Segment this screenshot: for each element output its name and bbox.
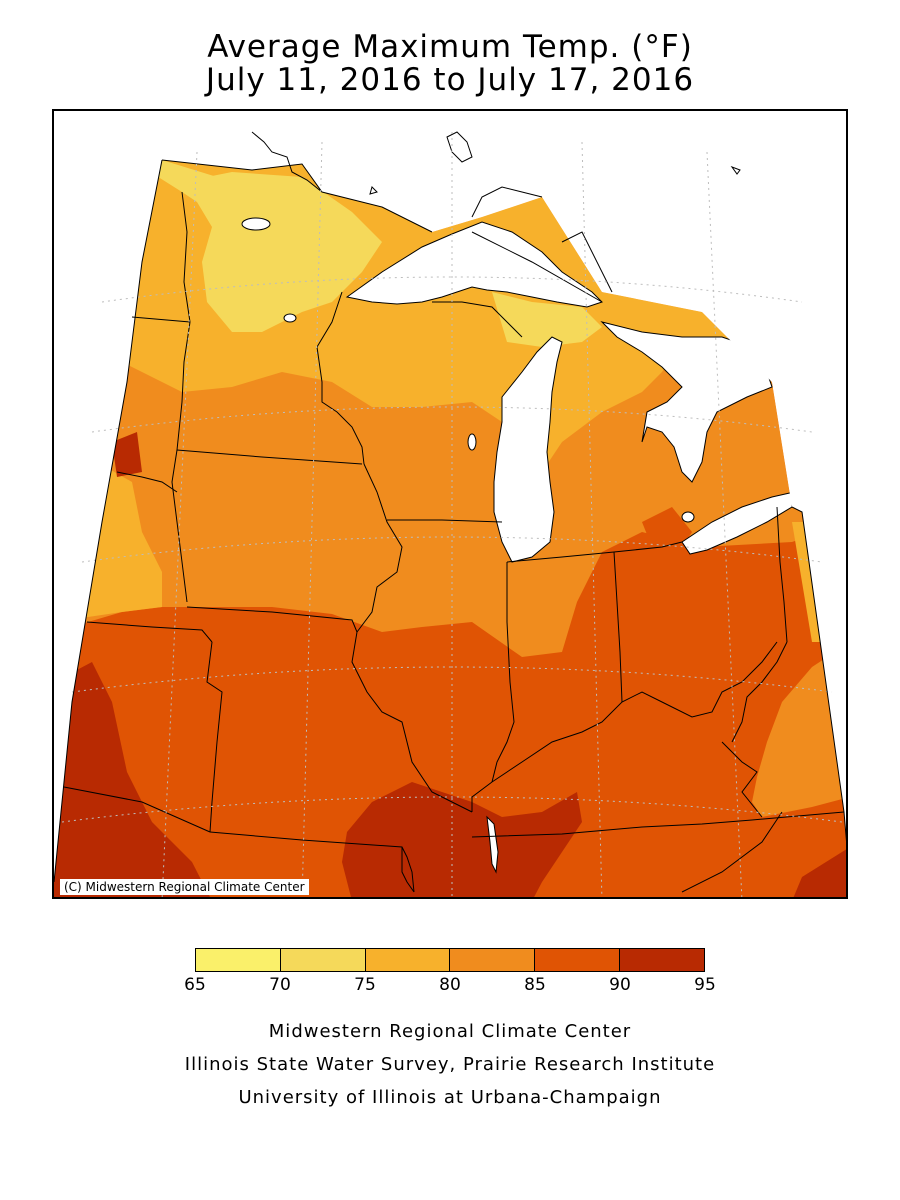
legend-tick-label: 75 <box>354 975 376 995</box>
zone-70-75-upper-michigan <box>492 292 602 347</box>
border-il-mo <box>351 631 473 813</box>
border-canada-us <box>161 159 433 233</box>
zone-70-75-minnesota <box>182 172 382 332</box>
map-panel: (C) Midwestern Regional Climate Center <box>52 109 848 899</box>
canada-islet-2 <box>369 186 378 195</box>
legend-tick-label: 90 <box>609 975 631 995</box>
border-mo-ar <box>209 831 415 893</box>
canada-shore <box>471 186 543 218</box>
zone-80-85-east <box>752 642 846 817</box>
legend-tick-label: 65 <box>184 975 206 995</box>
border-ia-mo <box>186 606 358 633</box>
border-sd-ne <box>116 471 178 493</box>
border-mn-wi <box>316 291 365 465</box>
map-title: Average Maximum Temp. (°F) <box>207 29 693 65</box>
legend-tick-label: 70 <box>269 975 291 995</box>
legend-swatch-85-90 <box>535 949 621 971</box>
border-in-oh <box>613 551 623 703</box>
border-wi-il <box>387 519 503 523</box>
border-ne-ks <box>86 621 213 643</box>
lake-st-clair <box>681 511 695 523</box>
graticule <box>61 132 843 897</box>
legend-swatch-70-75 <box>280 949 366 971</box>
map-date-range: July 11, 2016 to July 17, 2016 <box>205 62 695 98</box>
kentucky-lake <box>486 815 499 874</box>
copyright-notice: (C) Midwestern Regional Climate Center <box>60 879 309 895</box>
credit-isws: Illinois State Water Survey, Prairie Res… <box>184 1054 716 1075</box>
legend-tick-label: 80 <box>439 975 461 995</box>
graticule-lat-5 <box>61 796 843 823</box>
lake-superior <box>345 221 603 308</box>
border-oh-pa <box>776 506 788 643</box>
border-ky-tn <box>471 811 845 838</box>
canada-coast-west <box>251 131 323 193</box>
lake-red <box>241 217 271 231</box>
legend-swatch-65-70 <box>196 949 281 971</box>
border-nd-mn <box>181 191 191 323</box>
credit-uiuc: University of Illinois at Urbana-Champai… <box>238 1087 662 1108</box>
lake-mille-lacs <box>283 313 297 323</box>
border-ohio-river <box>491 641 778 783</box>
zone-70-75-north <box>54 160 217 202</box>
border-tn-va <box>681 811 783 893</box>
border-superior-channel <box>471 231 603 303</box>
state-boundaries <box>63 159 845 893</box>
lake-michigan <box>493 336 563 563</box>
legend-swatch-90-95 <box>620 949 704 971</box>
credit-mrcc: Midwestern Regional Climate Center <box>268 1021 632 1042</box>
great-lakes <box>241 217 795 874</box>
color-legend <box>195 948 705 972</box>
graticule-lon-2 <box>301 141 323 897</box>
zone-90-95-southeast <box>792 847 846 897</box>
border-ks-ok <box>63 786 211 833</box>
canada-islet <box>730 165 741 175</box>
region-outline-east <box>791 506 846 842</box>
legend-swatch-80-85 <box>450 949 536 971</box>
graticule-lat-4 <box>71 666 833 693</box>
graticule-lon-5 <box>706 151 743 897</box>
border-mn-ia <box>176 449 363 465</box>
legend-tick-label: 85 <box>524 975 546 995</box>
graticule-lat-2 <box>91 406 813 433</box>
canada-shore-2 <box>561 231 613 293</box>
border-oh-wv <box>731 641 788 743</box>
border-il-ky <box>471 781 493 812</box>
border-ks-mo <box>206 641 223 833</box>
legend-tick-label: 95 <box>694 975 716 995</box>
zone-85-90-michigan <box>642 507 692 547</box>
border-il-in <box>491 562 515 783</box>
zone-90-95-nebraska <box>112 432 142 477</box>
border-sd-mn <box>176 321 191 451</box>
zone-90-95-kansas <box>54 662 212 897</box>
border-ky-va <box>721 741 763 818</box>
outside-region <box>54 111 846 882</box>
legend-swatch-75-80 <box>365 949 451 971</box>
temperature-map <box>54 111 846 897</box>
graticule-lon-1 <box>161 151 198 897</box>
border-bootheel <box>401 847 415 893</box>
border-ia-ne <box>171 449 188 603</box>
lake-winnebago <box>467 433 477 451</box>
border-nd-sd <box>131 316 191 323</box>
border-ia-il <box>356 463 403 633</box>
region-outline-west <box>54 159 163 883</box>
graticule-lon-4 <box>581 141 603 897</box>
